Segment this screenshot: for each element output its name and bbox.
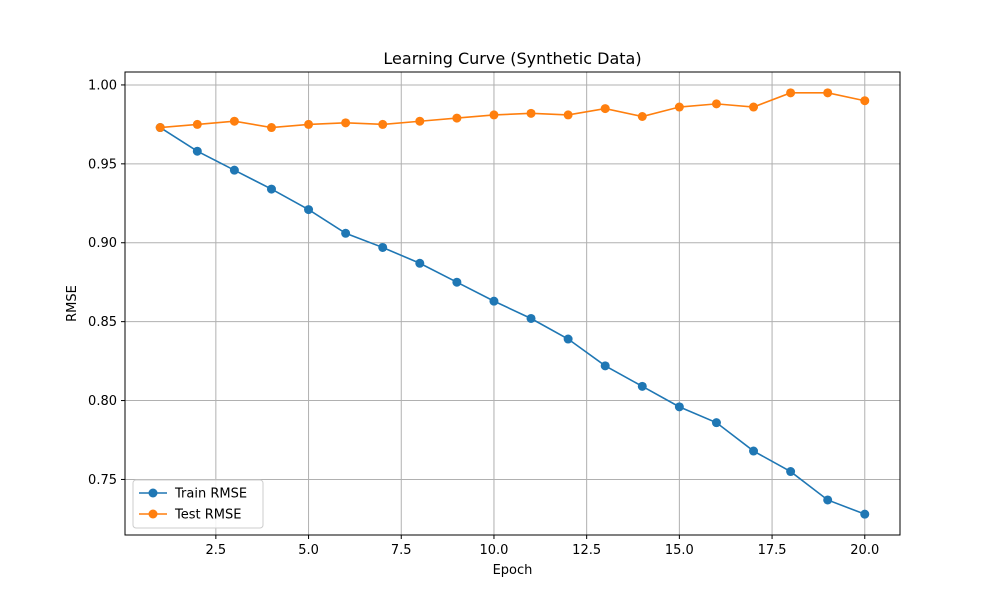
series-line xyxy=(159,126,866,515)
legend-marker xyxy=(148,509,158,519)
data-point xyxy=(192,146,202,156)
x-tick-label: 2.5 xyxy=(206,543,227,558)
y-tick-label: 0.95 xyxy=(88,157,117,172)
axis-ticks: 2.5 5.0 7.5 10.0 12.5 15.0 17.5 20.0 0.75 0.80 0.8… xyxy=(88,78,879,558)
data-point xyxy=(749,446,759,456)
y-axis-label: RMSE xyxy=(65,285,80,322)
y-tick-label: 0.85 xyxy=(88,315,117,330)
x-tick-label: 12.5 xyxy=(572,543,601,558)
legend-entry: Test RMSE xyxy=(139,508,241,523)
data-point xyxy=(229,165,239,175)
data-point xyxy=(192,119,202,129)
data-point xyxy=(266,123,276,133)
data-point xyxy=(563,110,573,120)
data-point xyxy=(823,88,833,98)
data-point xyxy=(229,116,239,126)
y-tick-label: 0.90 xyxy=(88,236,117,251)
x-tick-label: 17.5 xyxy=(758,543,787,558)
data-point xyxy=(489,296,499,306)
data-point xyxy=(266,184,276,194)
data-point xyxy=(674,402,684,412)
data-point xyxy=(600,361,610,371)
data-point xyxy=(711,99,721,109)
y-tick-label: 0.80 xyxy=(88,394,117,409)
plot-frame xyxy=(124,71,901,536)
data-point xyxy=(860,509,870,519)
legend-label: Train RMSE xyxy=(174,487,247,502)
x-tick-label: 7.5 xyxy=(391,543,412,558)
data-point xyxy=(786,467,796,477)
legend-box xyxy=(132,479,264,529)
data-point xyxy=(341,118,351,128)
data-point xyxy=(637,381,647,391)
legend-marker xyxy=(148,488,158,498)
x-tick-label: 15.0 xyxy=(665,543,694,558)
series-layer xyxy=(155,88,870,519)
y-tick-label: 1.00 xyxy=(88,78,117,93)
series-test-rmse xyxy=(155,88,870,133)
series-line xyxy=(160,92,865,129)
grid-lines xyxy=(125,72,900,535)
data-point xyxy=(489,110,499,120)
data-point xyxy=(415,116,425,126)
data-point xyxy=(526,108,536,118)
data-point xyxy=(563,334,573,344)
x-axis-label: Epoch xyxy=(493,563,533,578)
x-tick-label: 5.0 xyxy=(298,543,319,558)
data-point xyxy=(415,258,425,268)
data-point xyxy=(860,96,870,106)
data-point xyxy=(378,242,388,252)
data-point xyxy=(155,123,165,133)
legend: Train RMSE Test RMSE xyxy=(132,479,264,529)
data-point xyxy=(304,205,314,215)
data-point xyxy=(341,228,351,238)
x-tick-label: 20.0 xyxy=(850,543,879,558)
data-point xyxy=(452,113,462,123)
data-point xyxy=(452,277,462,287)
legend-label: Test RMSE xyxy=(174,508,241,523)
data-point xyxy=(786,88,796,98)
data-point xyxy=(378,119,388,129)
chart-title: Learning Curve (Synthetic Data) xyxy=(383,49,641,68)
x-tick-label: 10.0 xyxy=(479,543,508,558)
data-point xyxy=(304,119,314,129)
data-point xyxy=(823,495,833,505)
y-tick-label: 0.75 xyxy=(88,473,117,488)
data-point xyxy=(674,102,684,112)
data-point xyxy=(711,418,721,428)
data-point xyxy=(637,112,647,122)
data-point xyxy=(749,102,759,112)
legend-entry: Train RMSE xyxy=(139,487,247,502)
data-point xyxy=(600,104,610,114)
series-train-rmse xyxy=(155,123,870,519)
data-point xyxy=(526,313,536,323)
